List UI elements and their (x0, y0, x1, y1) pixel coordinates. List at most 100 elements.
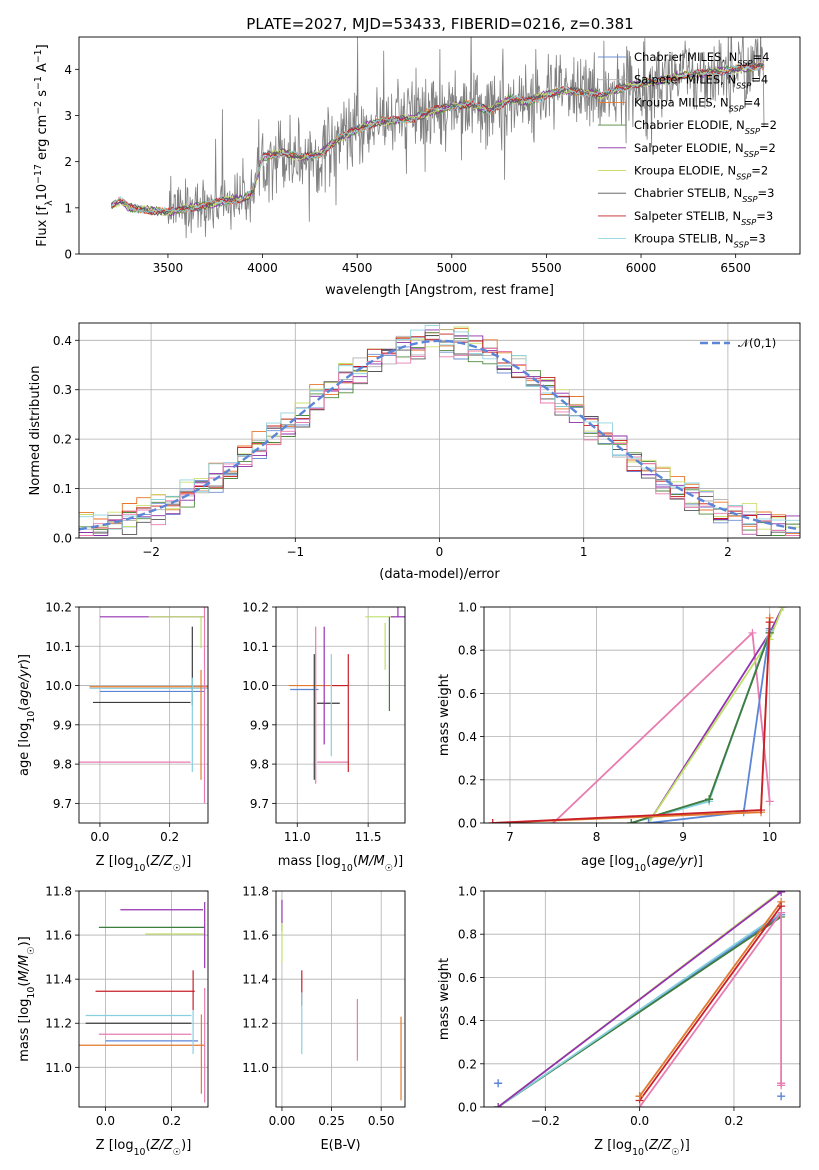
weight-marker (777, 1079, 786, 1088)
axes-frame (275, 606, 406, 824)
weight-marker (765, 797, 774, 806)
x-tick-label: 6000 (626, 261, 657, 275)
legend-entry: Salpeter MILES, NSSP=4 (634, 73, 768, 91)
y-tick-label: 1.0 (458, 885, 477, 899)
x-tick-label: 0.2 (162, 1114, 181, 1128)
legend-entry: Chabrier STELIB, NSSP=3 (634, 186, 774, 204)
histogram-series (79, 340, 800, 536)
x-tick-label: 0.2 (160, 830, 179, 844)
histogram-series (79, 325, 800, 535)
y-tick-label: 0.8 (458, 644, 477, 658)
axes-frame (78, 36, 801, 255)
x-tick-label: 4500 (342, 261, 373, 275)
weight-line (638, 909, 782, 1107)
weight-marker (627, 819, 636, 823)
plot-area-spectrum (110, 37, 765, 239)
spectrum-model-line (110, 62, 765, 217)
x-axis-label: Z [log10(Z/Z☉)] (96, 854, 192, 874)
spectrum-model-line (110, 60, 765, 217)
y-tick-label: 0.0 (458, 817, 477, 831)
x-tick-label: 0.0 (90, 830, 109, 844)
x-axis-label: E(B-V) (320, 1138, 360, 1153)
y-tick-label: 4 (64, 63, 72, 77)
x-tick-label: −2 (142, 545, 160, 559)
y-tick-label: 10.1 (45, 640, 72, 654)
plot-area-weight-vs-age (488, 607, 787, 823)
weight-line (492, 622, 771, 823)
x-tick-label: 6500 (720, 261, 751, 275)
y-axis-label: Flux [fλ10−17 erg cm−2 s−1 A−1] (33, 44, 55, 246)
legend-entry: Salpeter ELODIE, NSSP=2 (634, 141, 776, 159)
weight-marker (778, 607, 787, 611)
x-tick-label: 0.00 (269, 1114, 296, 1128)
plot-area-weight-vs-Z (494, 891, 786, 1107)
x-tick-label: 3500 (153, 261, 184, 275)
y-tick-label: 9.7 (53, 797, 72, 811)
x-tick-label: 10 (762, 830, 777, 844)
x-tick-label: −1 (286, 545, 304, 559)
y-tick-label: 0.2 (458, 773, 477, 787)
x-tick-label: 0.0 (630, 1114, 649, 1128)
normal-curve (79, 339, 800, 531)
x-tick-label: 0.2 (724, 1114, 743, 1128)
plot-area-age-vs-mass (288, 607, 405, 784)
axes-frame (78, 890, 209, 1108)
y-tick-label: 0.0 (458, 1101, 477, 1115)
x-tick-label: 0.50 (368, 1114, 395, 1128)
y-axis-label: age [log10(age/yr)] (17, 654, 37, 776)
figure-title: PLATE=2027, MJD=53433, FIBERID=0216, z=0… (246, 15, 633, 33)
y-tick-label: 0.3 (53, 383, 72, 397)
weight-line (638, 905, 782, 1102)
y-tick-label: 1 (64, 201, 72, 215)
plot-area-age-vs-Z (79, 607, 208, 804)
y-tick-label: 10.1 (242, 640, 269, 654)
y-tick-label: 11.4 (45, 973, 72, 987)
x-tick-label: 0.25 (318, 1114, 345, 1128)
weight-marker (635, 1103, 644, 1107)
x-tick-label: 8 (593, 830, 601, 844)
x-axis-label: age [log10(age/yr)] (581, 854, 703, 874)
weight-marker (757, 806, 766, 815)
plot-area-mass-vs-Z (79, 902, 206, 1103)
weight-line (492, 617, 771, 823)
x-tick-label: 11.0 (284, 830, 311, 844)
y-tick-label: 9.8 (250, 758, 269, 772)
x-tick-label: 5000 (437, 261, 468, 275)
y-tick-label: 0.0 (53, 532, 72, 546)
y-axis-label: mass [log10(M/M☉)] (17, 936, 37, 1062)
axes-frame (275, 890, 406, 1108)
y-tick-label: 11.8 (45, 885, 72, 899)
legend-entry: 𝒩(0,1) (738, 336, 776, 350)
y-tick-label: 11.2 (45, 1017, 72, 1031)
y-axis-label: Normed distribution (28, 366, 43, 496)
x-tick-label: 0 (436, 545, 444, 559)
y-tick-label: 10.0 (242, 679, 269, 693)
weight-line (497, 911, 782, 1107)
y-tick-label: 0.2 (458, 1057, 477, 1071)
weight-marker (644, 819, 653, 823)
weight-marker (635, 1092, 644, 1101)
x-tick-label: 11.5 (355, 830, 382, 844)
axes-frame (483, 890, 801, 1108)
y-axis-label: mass weight (437, 958, 452, 1040)
x-tick-label: 1 (580, 545, 588, 559)
y-tick-label: 11.4 (242, 973, 269, 987)
weight-line (630, 630, 771, 823)
x-tick-label: 4000 (247, 261, 278, 275)
weight-marker (488, 819, 497, 823)
y-tick-label: 0.1 (53, 482, 72, 496)
x-axis-label: Z [log10(Z/Z☉)] (594, 1138, 690, 1158)
y-tick-label: 0.6 (458, 971, 477, 985)
axes-frame (78, 606, 209, 824)
plot-area-mass-vs-EBV (281, 899, 402, 1101)
y-tick-label: 9.9 (53, 718, 72, 732)
y-tick-label: 10.2 (242, 601, 269, 615)
x-axis-label: wavelength [Angstrom, rest frame] (325, 283, 554, 298)
y-tick-label: 10.2 (45, 601, 72, 615)
y-tick-label: 0.4 (53, 334, 72, 348)
weight-marker (494, 1103, 503, 1107)
weight-line (497, 891, 782, 1107)
plot-area-residuals (79, 325, 800, 536)
y-tick-label: 2 (64, 155, 72, 169)
